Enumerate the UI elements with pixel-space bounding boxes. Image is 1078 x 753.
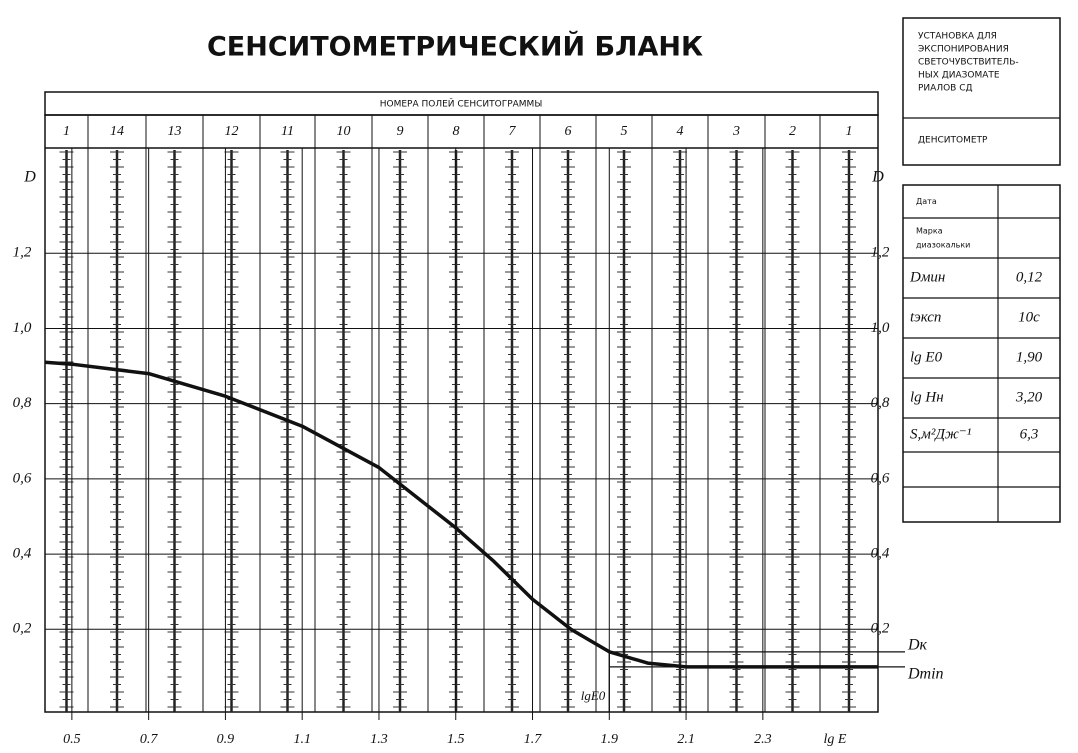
y-tick-label-right: 1,2 <box>871 245 890 261</box>
field-number: 14 <box>110 124 124 139</box>
x-tick-label: 1.7 <box>524 732 543 747</box>
y-tick-label: 0,8 <box>13 395 32 411</box>
y-tick-label: 1,0 <box>13 320 32 336</box>
device-text: ДЕНСИТОМЕТР <box>918 136 988 146</box>
x-tick-label: 2.1 <box>677 732 695 747</box>
row-label: S,м²Дж⁻¹ <box>910 426 972 442</box>
x-tick-label: 1.3 <box>370 732 388 747</box>
setup-text: СВЕТОЧУВСТВИТЕЛЬ- <box>918 58 1019 68</box>
y-axis-label-right: D <box>871 169 884 186</box>
y-tick-label-right: 0,8 <box>871 395 890 411</box>
row-value: 1,90 <box>1016 349 1043 365</box>
annotation: lgE0 <box>581 688 606 703</box>
annotation: Dmin <box>907 666 944 683</box>
header-text: НОМЕРА ПОЛЕЙ СЕНСИТОГРАММЫ <box>380 98 543 110</box>
field-number: 10 <box>337 124 351 139</box>
x-tick-label: 0.7 <box>140 732 159 747</box>
info-table <box>902 184 1061 523</box>
x-tick-label: 2.3 <box>754 732 772 747</box>
y-tick-label: 1,2 <box>13 245 32 261</box>
setup-box <box>902 17 1061 166</box>
field-number: 3 <box>732 124 740 139</box>
field-number: 12 <box>225 124 239 139</box>
row-value: 6,3 <box>1020 426 1039 442</box>
row-value: 0,12 <box>1016 269 1043 285</box>
y-tick-label-right: 1,0 <box>871 320 890 336</box>
y-tick-label-right: 0,2 <box>871 621 890 637</box>
setup-text: НЫХ ДИАЗОМАТЕ <box>918 71 1000 81</box>
row-label: Марка <box>916 227 943 236</box>
setup-text: УСТАНОВКА ДЛЯ <box>918 32 997 42</box>
x-tick-label: 0.9 <box>217 732 235 747</box>
annotation: Dк <box>907 637 928 654</box>
row-label: lg E0 <box>910 349 943 365</box>
field-number: 8 <box>453 124 460 139</box>
title: СЕНСИТОМЕТРИЧЕСКИЙ БЛАНК <box>207 31 703 63</box>
y-tick-label-right: 0,4 <box>871 546 890 562</box>
row-label: диазокальки <box>916 241 970 250</box>
field-number: 2 <box>789 124 796 139</box>
x-tick-label: 1.1 <box>293 732 311 747</box>
y-tick-label: 0,4 <box>13 546 32 562</box>
field-number: 1 <box>846 124 853 139</box>
y-axis-label: D <box>23 169 36 186</box>
field-number: 6 <box>565 124 572 139</box>
x-tick-label: 0.5 <box>63 732 81 747</box>
row-label: Дата <box>916 197 937 206</box>
row-label: tэксп <box>910 309 941 325</box>
y-tick-label-right: 0,6 <box>871 470 890 486</box>
field-number: 9 <box>397 124 404 139</box>
field-number: 5 <box>621 124 628 139</box>
y-tick-label: 0,6 <box>13 470 32 486</box>
x-tick-label: 1.5 <box>447 732 465 747</box>
y-tick-label: 0,2 <box>13 621 32 637</box>
row-label: lg Hн <box>910 389 944 405</box>
field-number: 11 <box>281 124 294 139</box>
field-number: 1 <box>63 124 70 139</box>
row-label: Dмин <box>909 269 945 285</box>
setup-text: РИАЛОВ СД <box>918 84 973 94</box>
field-number: 4 <box>677 124 684 139</box>
setup-text: ЭКСПОНИРОВАНИЯ <box>918 45 1009 55</box>
row-value: 3,20 <box>1015 389 1043 405</box>
row-value: 10с <box>1018 309 1040 325</box>
field-number: 13 <box>168 124 182 139</box>
plot-frame <box>44 114 879 713</box>
curve <box>44 360 878 669</box>
field-number: 7 <box>509 124 517 139</box>
x-axis-label: lg E <box>824 732 847 747</box>
x-tick-label: 1.9 <box>601 732 619 747</box>
